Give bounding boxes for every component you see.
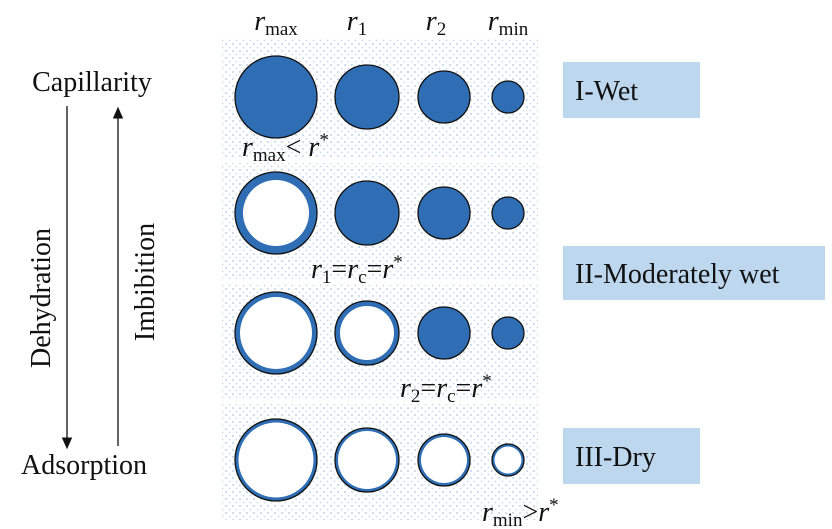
column-header: rmax xyxy=(254,6,298,40)
text-segment: * xyxy=(549,495,559,516)
process-label: Capillarity xyxy=(32,67,152,98)
diagram: rmax r1 r2 rmin rmax< r* r1=rc=r* xyxy=(0,0,832,529)
text-segment: r xyxy=(426,6,437,37)
text-segment: c xyxy=(358,267,366,288)
text-segment: 2 xyxy=(437,19,447,40)
process-label: Adsorption xyxy=(21,450,147,481)
state-label: III-Dry xyxy=(575,442,656,473)
text-segment: r xyxy=(308,132,319,163)
text-segment: * xyxy=(393,252,403,273)
text-segment: min xyxy=(493,510,523,529)
process-label: Dehydration xyxy=(26,228,57,368)
text-segment: * xyxy=(319,130,329,151)
text-segment: r xyxy=(538,497,549,528)
text-segment: r xyxy=(242,132,253,163)
text-segment: < xyxy=(286,132,309,163)
text-segment: r xyxy=(347,6,358,37)
text-segment: r xyxy=(311,254,322,285)
text-segment: r xyxy=(347,254,358,285)
text-segment: > xyxy=(522,497,538,528)
text-segment: r xyxy=(471,373,482,404)
text-segment: min xyxy=(499,19,529,40)
text-segment: 1 xyxy=(358,19,368,40)
text-segment: r xyxy=(482,497,493,528)
text-segment: 1 xyxy=(322,267,332,288)
column-header: r2 xyxy=(426,6,446,40)
text-segment: r xyxy=(254,6,265,37)
text-segment: c xyxy=(447,386,455,407)
column-header: rmin xyxy=(488,6,529,40)
text-segment: r xyxy=(436,373,447,404)
text-segment: = xyxy=(456,373,472,404)
text-segment: r xyxy=(400,373,411,404)
state-label: II-Moderately wet xyxy=(575,259,780,290)
text-segment: r xyxy=(382,254,393,285)
text-segment: max xyxy=(265,19,298,40)
text-segment: = xyxy=(367,254,383,285)
text-segment: r xyxy=(488,6,499,37)
text-segment: = xyxy=(331,254,347,285)
text-segment: * xyxy=(482,371,492,392)
state-label: I-Wet xyxy=(575,76,638,107)
process-label: Imbibition xyxy=(130,223,161,341)
text-segment: = xyxy=(420,373,436,404)
text-segment: 2 xyxy=(411,386,421,407)
column-header: r1 xyxy=(347,6,367,40)
text-segment: max xyxy=(253,145,286,166)
